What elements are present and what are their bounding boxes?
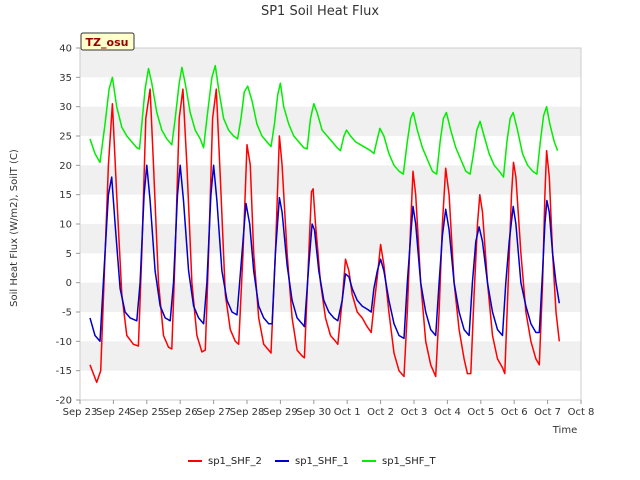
x-tick-label: Sep 23 (63, 407, 98, 418)
series-line-sp1_SHF_T (89, 64, 559, 178)
grid-band (80, 106, 581, 136)
tz-badge-label: TZ_osu (86, 36, 129, 49)
y-tick-label: 20 (59, 161, 72, 172)
series-line-sp1_SHF_2 (89, 88, 561, 384)
y-axis-title: Soil Heat Flux (W/m2), SoilT (C) (9, 149, 20, 307)
series-group (89, 64, 561, 384)
x-tick-label: Sep 26 (163, 407, 198, 418)
grid-band (80, 224, 581, 254)
x-tick-label: Sep 24 (96, 407, 131, 418)
x-tick-label: Oct 6 (501, 407, 528, 418)
x-tick-label: Oct 7 (534, 407, 561, 418)
legend-label: sp1_SHF_2 (208, 456, 262, 467)
x-tick-label: Sep 25 (129, 407, 164, 418)
x-tick-label: Sep 27 (196, 407, 231, 418)
x-tick-label: Sep 30 (296, 407, 331, 418)
y-tick-label: -15 (56, 366, 72, 377)
legend-label: sp1_SHF_T (382, 456, 437, 467)
legend-item: sp1_SHF_2 (188, 456, 262, 467)
y-tick-label: -20 (56, 396, 72, 407)
y-tick-label: 25 (59, 132, 72, 143)
legend-item: sp1_SHF_T (362, 456, 437, 467)
chart-title: SP1 Soil Heat Flux (261, 4, 379, 19)
x-tick-label: Oct 8 (568, 407, 595, 418)
x-tick-label: Sep 29 (263, 407, 298, 418)
legend-label: sp1_SHF_1 (295, 456, 349, 467)
x-tick-label: Oct 5 (467, 407, 494, 418)
y-tick-label: 0 (66, 278, 72, 289)
y-tick-label: -5 (62, 308, 72, 319)
legend: sp1_SHF_2 sp1_SHF_1 sp1_SHF_T (188, 456, 437, 467)
tz-badge: TZ_osu (80, 32, 135, 51)
y-tick-label: 35 (59, 73, 72, 84)
series-line-sp1_SHF_1 (89, 164, 561, 343)
x-tick-label: Oct 1 (334, 407, 361, 418)
tz-badge-box (80, 32, 135, 51)
x-tick-label: Oct 4 (434, 407, 461, 418)
x-tick-label: Oct 3 (401, 407, 428, 418)
y-tick-label: 40 (59, 44, 72, 55)
y-tick-label: 30 (59, 102, 72, 113)
x-tick-label: Oct 2 (367, 407, 394, 418)
y-tick-label: 15 (59, 190, 72, 201)
legend-item: sp1_SHF_1 (275, 456, 349, 467)
grid-band (80, 48, 581, 78)
grid-band (80, 282, 581, 312)
y-tick-label: -10 (56, 337, 72, 348)
y-axis: -20 -15 -10 -5 0 5 10 15 20 25 30 35 40 (56, 44, 80, 407)
x-tick-label: Sep 28 (230, 407, 265, 418)
y-tick-label: 5 (66, 249, 72, 260)
x-axis-title: Time (552, 425, 577, 436)
y-tick-label: 10 (59, 220, 72, 231)
